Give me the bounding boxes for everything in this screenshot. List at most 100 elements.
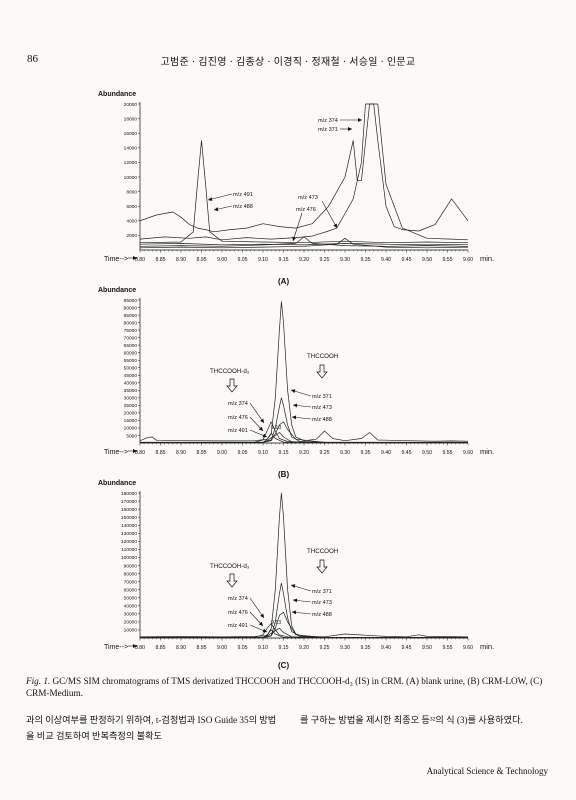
y-tick-label: 170000 [121,499,137,505]
y-tick-label: 6000 [126,204,137,210]
series-line-mz491 [140,627,468,638]
arrow-mz476-head [258,426,263,431]
annotation-mz473: m/z 473 [298,195,318,201]
annotation-mz374: m/z 374 [318,118,338,124]
series-line-mz491 [140,140,468,244]
x-tick-label: 8.95 [196,645,206,651]
y-tick-label: 25000 [124,403,138,409]
arrow-mz491-head [262,628,267,633]
arrow-mz488-head [214,207,219,212]
x-tick-label: 9.10 [258,450,268,456]
arrow-mz473 [321,200,338,229]
x-tick-label: 9.45 [401,645,411,651]
arrow-thccooh-d3 [226,573,238,588]
y-tick-label: 100000 [121,555,137,561]
y-tick-label: 50000 [124,366,138,372]
y-tick-label: 30000 [124,396,138,402]
arrow-mz374-head [260,613,264,618]
x-tick-label: 9.55 [442,257,452,263]
x-tick-label: 9.35 [360,645,370,651]
annotation-mz491: m/z 491 [233,192,253,198]
y-tick-label: 80000 [124,320,138,326]
annotation-mz371: m/z 371 [312,394,332,400]
annotation-mz476: m/z 476 [296,207,316,213]
arrow-mz374 [249,402,265,424]
x-tick-label: 8.90 [176,257,186,263]
y-tick-label: 60000 [124,587,138,593]
y-tick-label: 50000 [124,596,138,602]
x-tick-label: 9.10 [258,257,268,263]
panel-a-label: (A) [278,277,290,286]
y-tick-label: 8000 [126,189,137,195]
x-tick-label: 9.00 [217,450,227,456]
x-tick-label: 9.15 [278,450,288,456]
y-tick-label: 160000 [121,507,137,513]
y-tick-label: 85000 [124,313,138,319]
x-tick-label: 9.30 [340,257,350,263]
arrow-thccooh [316,364,328,379]
series-line-mz476 [140,237,468,249]
y-tick-label: 180000 [121,491,137,497]
y-tick-label: 90000 [124,563,138,569]
figure-caption: Fig. 1. GC/MS SIM chromatograms of TMS d… [26,675,556,699]
x-unit-label: min. [480,447,494,456]
annotation-mz374: m/z 374 [228,596,248,602]
x-tick-label: 9.45 [401,450,411,456]
annotation-mz371: m/z 371 [318,127,338,133]
x-tick-label: 9.05 [237,450,247,456]
running-header: 고범준 · 김진영 · 김종상 · 이경직 · 정재철 · 서승일 · 인문교 [160,57,416,68]
x-tick-label: 9.00 [217,257,227,263]
y-tick-label: 20000 [124,620,138,626]
x-tick-label: 9.40 [381,450,391,456]
y-tick-label: 12000 [124,160,138,166]
series-line-mz371 [140,103,468,241]
arrow-mz491 [207,193,233,201]
x-tick-label: 8.80 [135,257,145,263]
panel-c-ylabel: Abundance [98,480,137,487]
x-tick-label: 9.60 [463,257,473,263]
annotation-mz491: m/z 491 [228,428,248,434]
series-line-mz473 [140,582,468,638]
arrow-mz491-head [208,197,213,201]
x-tick-label: 9.50 [422,257,432,263]
y-tick-label: 110000 [121,547,137,553]
series-line-mz371 [140,301,468,442]
time-arrow-head [133,256,137,260]
arrow-mz473-head [333,223,337,228]
y-tick-label: 40000 [124,604,138,610]
y-tick-label: 120000 [121,539,137,545]
panel-c-xlabel: Time--> [104,644,129,651]
annotation-mz488: m/z 488 [312,612,332,618]
x-tick-label: 9.10 [258,645,268,651]
time-arrow-head [133,644,137,648]
body-text-left: 과의 이상여부를 판정하기 위하여, t-검정법과 ISO Guide 35의 … [26,715,277,741]
y-tick-label: 30000 [124,612,138,618]
y-tick-label: 10000 [124,628,138,634]
y-tick-label: 35000 [124,388,138,394]
y-tick-label: 2000 [126,233,137,239]
y-tick-label: 90000 [124,305,138,311]
series-line-mz491 [140,432,468,443]
panel-c-label: (C) [278,661,290,670]
y-tick-label: 55000 [124,358,138,364]
x-tick-label: 8.80 [135,645,145,651]
x-tick-label: 9.05 [237,257,247,263]
figure-caption-text: GC/MS SIM chromatograms of TMS derivatiz… [26,676,543,698]
x-tick-label: 9.40 [381,257,391,263]
annotation-mz473: m/z 473 [312,600,332,606]
x-tick-label: 9.25 [319,450,329,456]
x-tick-label: 9.55 [442,450,452,456]
y-tick-label: 70000 [124,335,138,341]
panel-b-label: (B) [278,470,290,479]
x-tick-label: 9.15 [278,645,288,651]
x-tick-label: 9.35 [360,257,370,263]
annotation-thccooh-d3: THCCOOH-d₃ [210,563,250,570]
x-tick-label: 9.35 [360,450,370,456]
x-tick-label: 9.20 [299,257,309,263]
annotation-mz371: m/z 371 [312,589,332,595]
x-tick-label: 9.50 [422,645,432,651]
arrow-mz374 [249,597,265,619]
